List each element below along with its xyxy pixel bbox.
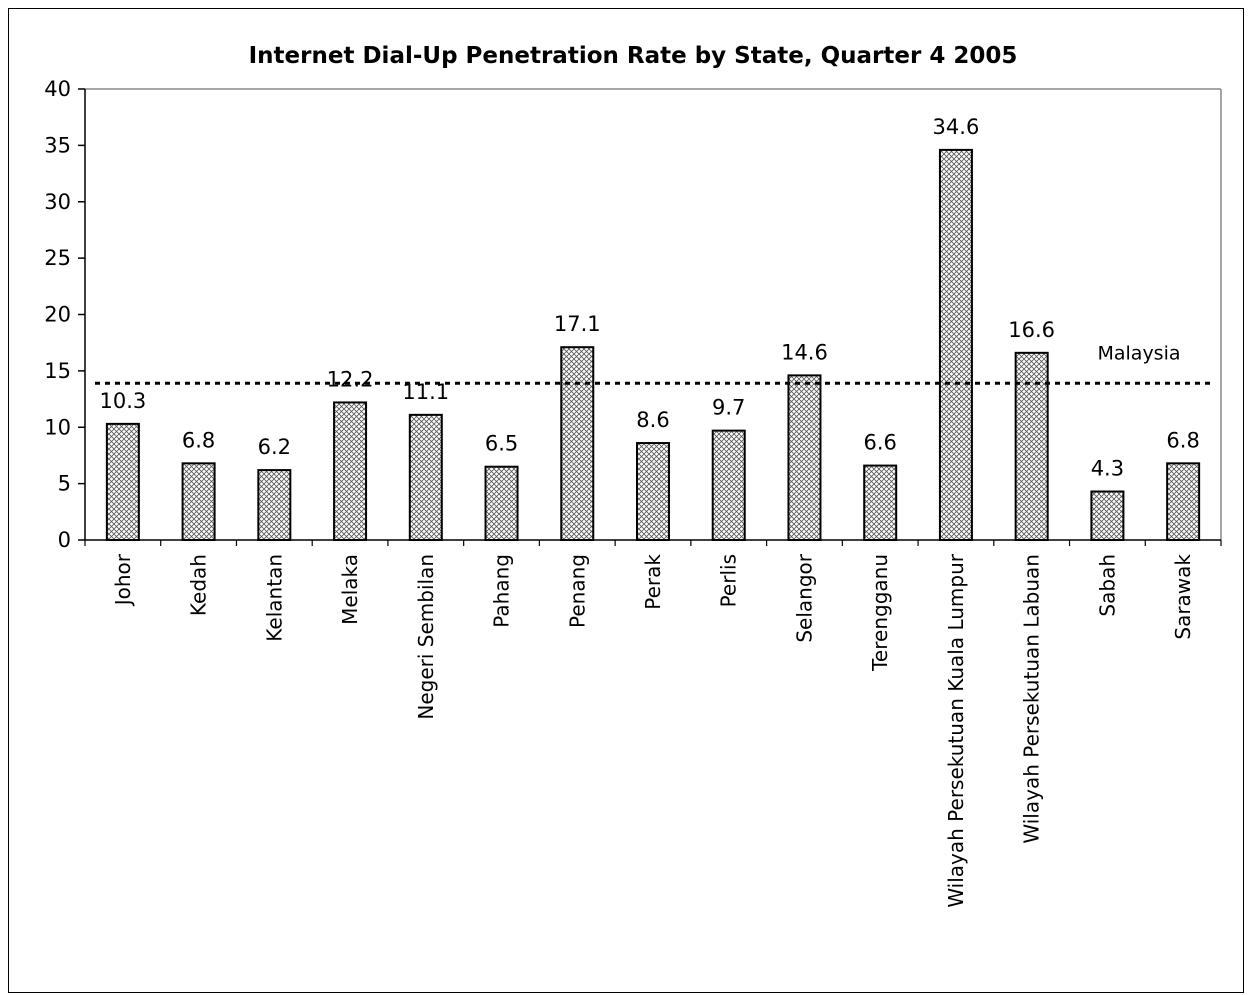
category-label: Pahang bbox=[490, 554, 514, 628]
data-label: 6.8 bbox=[1166, 428, 1199, 452]
chart-title: Internet Dial-Up Penetration Rate by Sta… bbox=[249, 43, 1018, 69]
data-label: 16.6 bbox=[1008, 318, 1055, 342]
y-tick-label: 40 bbox=[44, 77, 71, 101]
bar bbox=[484, 465, 519, 541]
bar bbox=[1090, 490, 1125, 541]
category-label: Terengganu bbox=[868, 554, 892, 672]
data-label: 17.1 bbox=[554, 312, 601, 336]
category-label: Selangor bbox=[792, 553, 816, 642]
bar bbox=[257, 469, 292, 541]
y-tick-label: 5 bbox=[58, 472, 71, 496]
bar bbox=[1014, 351, 1049, 541]
data-label: 9.7 bbox=[712, 396, 745, 420]
reference-line-label: Malaysia bbox=[1097, 342, 1180, 364]
category-label: Sarawak bbox=[1171, 554, 1195, 640]
category-label: Melaka bbox=[338, 554, 362, 625]
category-label: Penang bbox=[565, 554, 589, 628]
y-tick-label: 0 bbox=[58, 528, 71, 552]
category-label: Johor bbox=[111, 553, 135, 607]
data-label: 34.6 bbox=[933, 115, 980, 139]
data-label: 10.3 bbox=[99, 389, 146, 413]
data-label: 6.6 bbox=[863, 431, 896, 455]
category-label: Negeri Sembilan bbox=[414, 554, 438, 720]
y-tick-label: 35 bbox=[44, 133, 71, 157]
category-label: Kelantan bbox=[262, 554, 286, 642]
y-tick-label: 10 bbox=[44, 415, 71, 439]
y-tick-label: 30 bbox=[44, 190, 71, 214]
data-label: 6.8 bbox=[182, 428, 215, 452]
data-label: 14.6 bbox=[781, 340, 828, 364]
bar bbox=[636, 442, 670, 541]
bar bbox=[711, 429, 746, 542]
bar bbox=[787, 374, 822, 542]
category-label: Wilayah Persekutuan Kuala Lumpur bbox=[944, 553, 968, 907]
bar bbox=[408, 413, 443, 541]
bar bbox=[560, 346, 595, 542]
data-label: 4.3 bbox=[1091, 457, 1124, 481]
y-tick-label: 20 bbox=[44, 303, 71, 327]
bar bbox=[863, 464, 898, 541]
bar bbox=[333, 401, 368, 541]
bar bbox=[181, 462, 216, 541]
category-label: Perlis bbox=[717, 554, 741, 607]
chart-frame: Internet Dial-Up Penetration Rate by Sta… bbox=[8, 8, 1244, 993]
data-label: 6.5 bbox=[485, 432, 518, 456]
category-label: Kedah bbox=[187, 554, 211, 616]
category-label: Wilayah Persekutuan Labuan bbox=[1020, 554, 1044, 844]
data-label: 6.2 bbox=[258, 435, 291, 459]
category-label: Sabah bbox=[1095, 554, 1119, 617]
bar-chart: Internet Dial-Up Penetration Rate by Sta… bbox=[44, 43, 1222, 908]
plot-area: 0 5 10 15 20 25 30 35 40 10.3 Johor 6.8 Kedah 6.2 Kela… bbox=[44, 77, 1222, 908]
category-label: Perak bbox=[641, 554, 665, 610]
data-label: 8.6 bbox=[636, 408, 669, 432]
bar bbox=[1166, 462, 1201, 541]
bar bbox=[105, 422, 140, 541]
bar bbox=[938, 148, 973, 541]
data-label: 12.2 bbox=[327, 367, 374, 391]
y-tick-label: 25 bbox=[44, 246, 71, 270]
y-tick-label: 15 bbox=[44, 359, 71, 383]
